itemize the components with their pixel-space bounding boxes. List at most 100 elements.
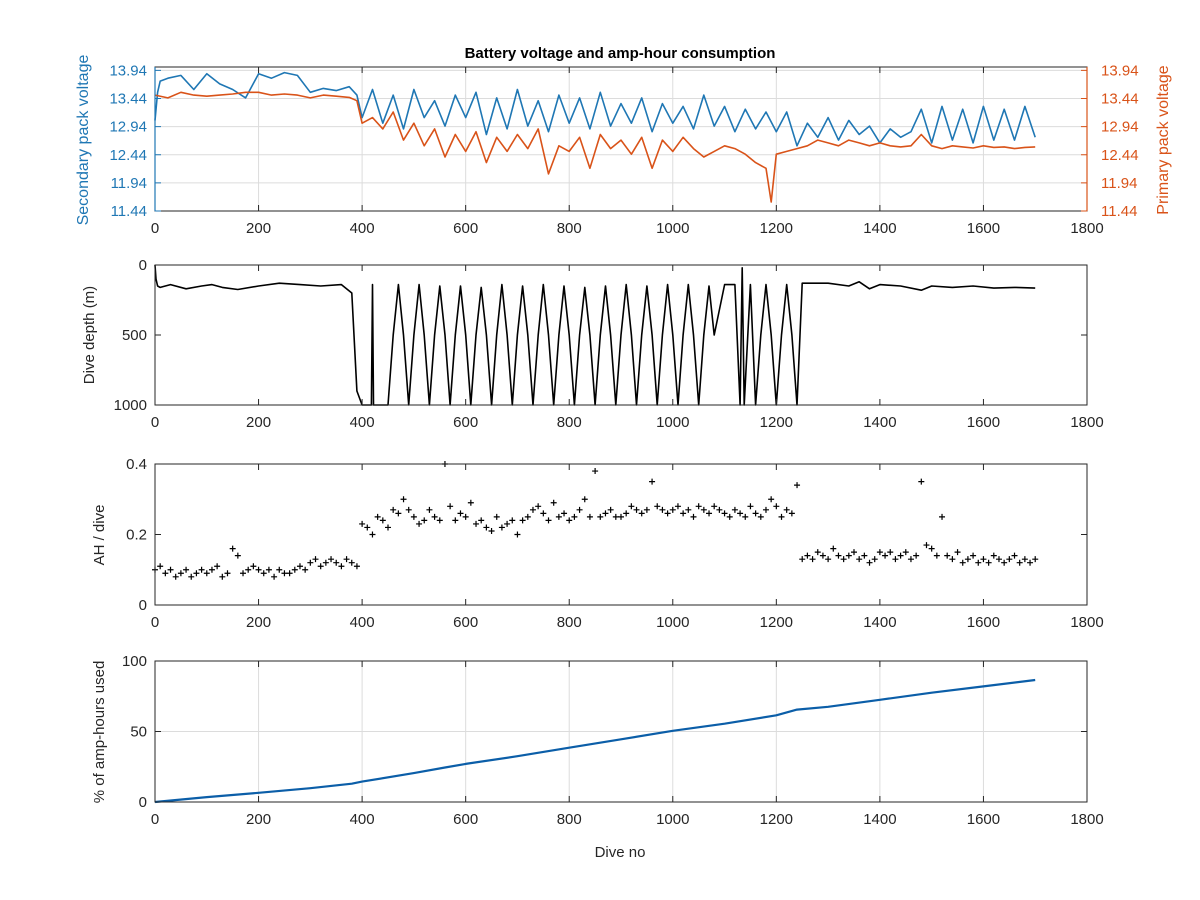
data-point	[975, 559, 982, 566]
x-tick-label: 600	[453, 220, 478, 237]
data-point	[162, 570, 169, 577]
data-point	[706, 510, 713, 517]
data-point	[638, 510, 645, 517]
data-point	[405, 506, 412, 513]
data-point	[871, 556, 878, 563]
data-point	[597, 513, 604, 520]
x-tick-label: 400	[350, 220, 375, 237]
data-point	[338, 563, 345, 570]
data-point	[840, 556, 847, 563]
data-point	[731, 506, 738, 513]
data-point	[260, 570, 267, 577]
data-point	[887, 549, 894, 556]
data-point	[281, 570, 288, 577]
data-point	[529, 506, 536, 513]
data-point	[913, 552, 920, 559]
x-tick-label: 1800	[1070, 614, 1103, 631]
y-tick-label: 0	[139, 257, 147, 274]
data-point	[799, 556, 806, 563]
x-tick-label: 1200	[760, 414, 793, 431]
data-point	[814, 549, 821, 556]
data-point	[700, 506, 707, 513]
data-point	[711, 503, 718, 510]
data-point	[581, 496, 588, 503]
data-point	[312, 556, 319, 563]
data-point	[255, 566, 262, 573]
y-tick-label: 13.94	[109, 62, 147, 79]
data-point	[504, 520, 511, 527]
x-tick-label: 1800	[1070, 811, 1103, 828]
y-tick-label: 13.44	[109, 91, 147, 108]
data-point	[659, 506, 666, 513]
data-point	[602, 510, 609, 517]
data-point	[416, 520, 423, 527]
data-point	[794, 482, 801, 489]
data-point	[519, 517, 526, 524]
data-point	[240, 570, 247, 577]
data-point	[928, 545, 935, 552]
data-point	[674, 503, 681, 510]
data-point	[473, 520, 480, 527]
y-axis-label-depth: Dive depth (m)	[81, 286, 98, 384]
data-point	[229, 545, 236, 552]
data-point	[265, 566, 272, 573]
data-point	[737, 510, 744, 517]
data-point	[576, 506, 583, 513]
data-point	[214, 563, 221, 570]
data-point	[188, 573, 195, 580]
data-point	[457, 510, 464, 517]
data-point	[436, 517, 443, 524]
data-point	[721, 510, 728, 517]
x-tick-label: 200	[246, 811, 271, 828]
data-point	[690, 513, 697, 520]
data-point	[856, 556, 863, 563]
data-point	[369, 531, 376, 538]
data-point	[783, 506, 790, 513]
data-point	[716, 506, 723, 513]
data-point	[561, 510, 568, 517]
y-tick-label: 0	[139, 597, 147, 614]
data-point	[183, 566, 190, 573]
x-tick-label: 0	[151, 414, 159, 431]
data-point	[592, 468, 599, 475]
data-point	[271, 573, 278, 580]
data-point	[762, 506, 769, 513]
data-point	[742, 513, 749, 520]
data-point	[447, 503, 454, 510]
data-point	[980, 556, 987, 563]
x-tick-label: 1000	[656, 220, 689, 237]
x-tick-label: 1200	[760, 220, 793, 237]
data-point	[685, 506, 692, 513]
data-point	[498, 524, 505, 531]
y-tick-label-right: 11.94	[1101, 175, 1137, 192]
chart-title: Battery voltage and amp-hour consumption	[465, 45, 776, 62]
data-point	[488, 527, 495, 534]
x-tick-label: 1000	[656, 811, 689, 828]
y-tick-label: 12.94	[109, 119, 147, 136]
data-point	[302, 566, 309, 573]
data-point	[866, 559, 873, 566]
data-point	[944, 552, 951, 559]
data-point	[907, 556, 914, 563]
series-line-1	[154, 91, 1036, 203]
data-point	[1001, 559, 1008, 566]
data-point	[555, 513, 562, 520]
x-tick-label: 800	[557, 811, 582, 828]
data-point	[809, 556, 816, 563]
y-tick-label: 1000	[114, 397, 147, 414]
data-point	[830, 545, 837, 552]
y-axis-label-percent: % of amp-hours used	[91, 661, 108, 804]
data-point	[1011, 552, 1018, 559]
data-point	[918, 478, 925, 485]
data-point	[949, 556, 956, 563]
x-tick-label: 1400	[863, 220, 896, 237]
data-point	[493, 513, 500, 520]
data-point	[747, 503, 754, 510]
data-point	[343, 556, 350, 563]
y-tick-label-right: 13.44	[1101, 91, 1139, 108]
data-point	[364, 524, 371, 531]
y-tick-label-right: 11.44	[1101, 203, 1137, 220]
data-point	[995, 556, 1002, 563]
data-point	[177, 570, 184, 577]
